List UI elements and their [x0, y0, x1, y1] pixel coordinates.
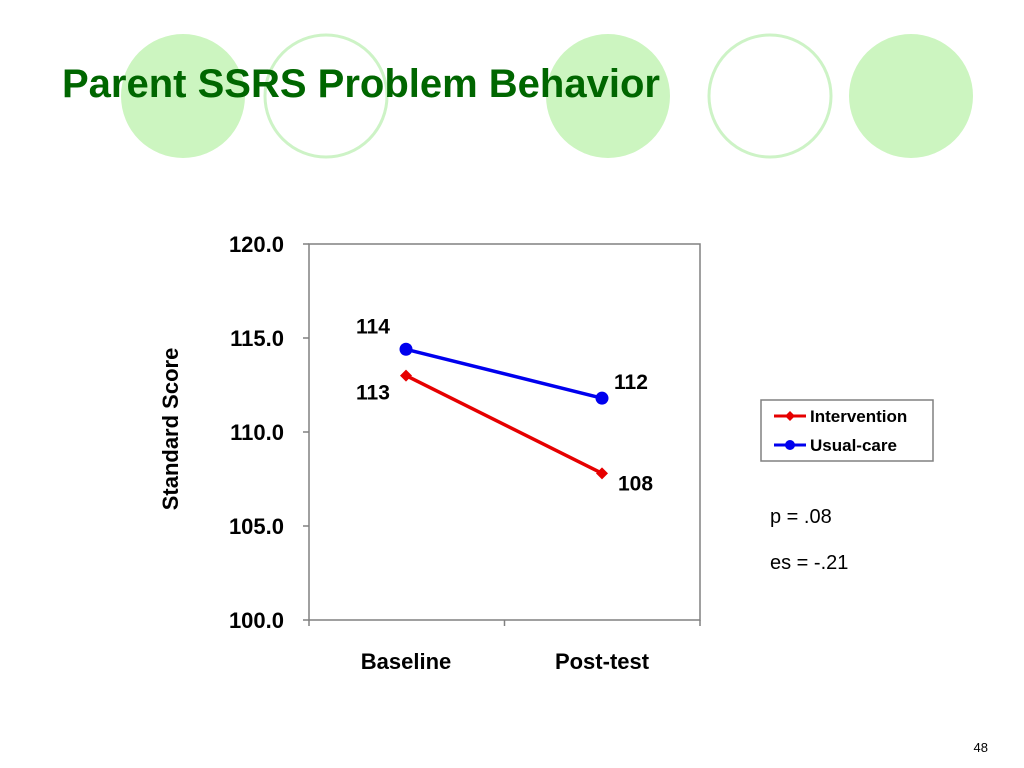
slide-title: Parent SSRS Problem Behavior: [62, 62, 660, 106]
y-tick-label: 105.0: [229, 514, 284, 539]
x-category-label: Post-test: [555, 649, 650, 674]
data-label: 113: [356, 382, 390, 405]
data-point-marker: [595, 391, 609, 405]
decorative-circles: [121, 33, 973, 159]
data-point-marker: [399, 342, 413, 356]
decorative-filled-circle: [121, 34, 245, 158]
y-tick-label: 100.0: [229, 608, 284, 633]
legend-entry-label: Usual-care: [810, 436, 897, 455]
data-label: 114: [356, 315, 390, 338]
chart-series: 113 108 114 112: [356, 315, 653, 495]
series-line: [405, 374, 603, 475]
p-value-text: p = .08: [770, 506, 832, 528]
slide-number: 48: [973, 740, 988, 755]
legend-swatch-marker: [785, 411, 795, 421]
decorative-ring-circle: [263, 33, 389, 159]
y-tick-label: 115.0: [230, 326, 284, 351]
legend-box: [760, 399, 934, 462]
y-tick-label: 110.0: [230, 420, 284, 445]
data-point-marker: [596, 467, 608, 480]
decorative-filled-circle: [546, 34, 670, 158]
y-axis-title: Standard Score: [158, 348, 183, 511]
data-label: 112: [614, 371, 648, 394]
legend-entry-label: Intervention: [810, 407, 907, 426]
plot-area-frame: [308, 243, 701, 621]
chart-legend: Intervention Usual-care: [760, 399, 934, 462]
data-point-marker: [400, 369, 412, 382]
y-tick-label: 120.0: [229, 232, 284, 257]
data-label: 108: [618, 472, 653, 495]
decorative-filled-circle: [849, 34, 973, 158]
x-category-label: Baseline: [361, 649, 452, 674]
chart-axes: 100.0 105.0 110.0 115.0 120.0 Baseline Post-te…: [158, 232, 701, 674]
series-line: [405, 347, 603, 400]
legend-swatch-marker: [785, 440, 795, 450]
effect-size-text: es = -.21: [770, 552, 849, 574]
decorative-ring-circle: [707, 33, 833, 159]
